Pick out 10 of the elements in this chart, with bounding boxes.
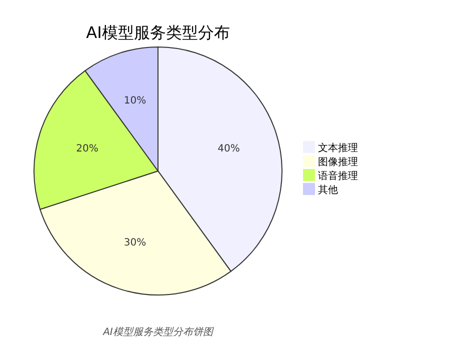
legend-label: 语音推理 (318, 170, 358, 182)
data-label: 40% (218, 144, 240, 155)
chart-title: AI模型服务类型分布 (86, 23, 230, 42)
text: AI模型服务类型分布饼图 (102, 326, 214, 338)
legend-label: 其他 (318, 184, 338, 196)
data-label: 30% (124, 237, 146, 248)
slice-label: 文本推理 (318, 142, 358, 154)
legend-label: 图像推理 (318, 156, 358, 168)
data-label: 20% (76, 144, 98, 155)
data-label: 10% (124, 96, 146, 107)
